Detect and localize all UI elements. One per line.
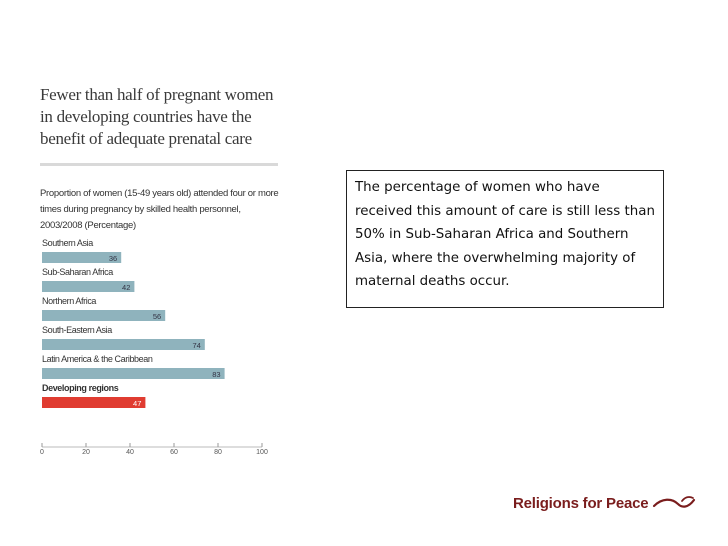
callout-box: The percentage of women who have receive… xyxy=(346,170,664,308)
data-label: 74 xyxy=(192,341,200,350)
data-label: 83 xyxy=(212,370,220,379)
bar xyxy=(42,281,135,292)
title-divider xyxy=(40,163,278,166)
brand-logo-area: Religions for Peace xyxy=(513,491,696,515)
data-label: 56 xyxy=(153,312,161,321)
category-label: Sub-Saharan Africa xyxy=(42,267,113,277)
bar xyxy=(42,397,146,408)
chart-subtitle: Proportion of women (15-49 years old) at… xyxy=(40,188,279,231)
x-tick-label: 20 xyxy=(82,449,90,456)
x-tick-label: 40 xyxy=(126,449,134,456)
bar xyxy=(42,339,205,350)
x-tick-label: 60 xyxy=(170,449,178,456)
bar xyxy=(42,252,122,263)
category-label: Developing regions xyxy=(42,383,119,393)
x-tick-label: 100 xyxy=(256,449,268,456)
data-label: 36 xyxy=(109,254,117,263)
x-tick-label: 0 xyxy=(40,449,44,456)
data-label: 47 xyxy=(133,399,141,408)
chart-title: Fewer than half of pregnant women in dev… xyxy=(40,85,274,148)
category-label: Northern Africa xyxy=(42,296,96,306)
category-label: South-Eastern Asia xyxy=(42,325,112,335)
brand-name: Religions for Peace xyxy=(513,494,649,512)
x-tick-label: 80 xyxy=(214,449,222,456)
bar xyxy=(42,368,225,379)
category-label: Latin America & the Caribbean xyxy=(42,354,153,364)
data-label: 42 xyxy=(122,283,130,292)
bar xyxy=(42,310,166,321)
dove-swoosh-icon xyxy=(653,496,696,508)
category-label: Southern Asia xyxy=(42,238,93,248)
